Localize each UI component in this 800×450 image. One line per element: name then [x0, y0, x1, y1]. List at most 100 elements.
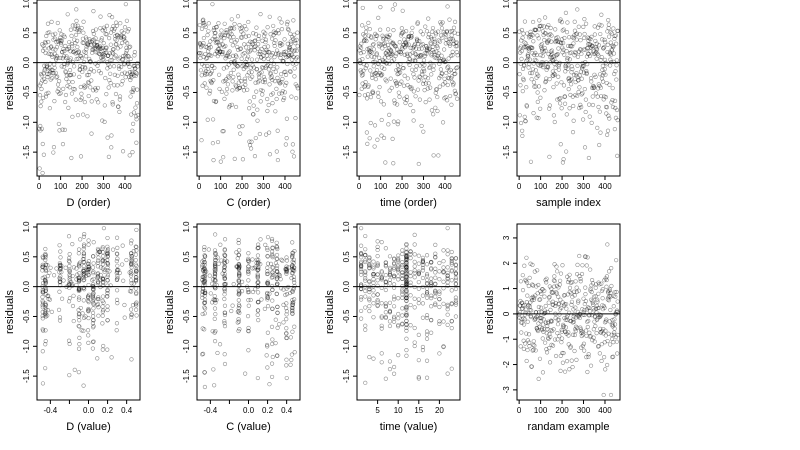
data-point	[40, 141, 45, 147]
data-point	[407, 56, 412, 61]
data-point	[553, 27, 558, 32]
data-point	[274, 276, 279, 281]
data-point	[96, 68, 102, 74]
data-point	[212, 316, 217, 321]
data-point	[446, 64, 451, 69]
data-point	[75, 23, 80, 28]
data-point	[269, 53, 274, 58]
x-tick-label: 15	[414, 406, 423, 415]
data-point	[226, 33, 231, 39]
data-point	[567, 106, 572, 111]
data-point	[530, 51, 535, 56]
data-point	[105, 265, 110, 270]
data-point	[400, 276, 405, 281]
data-point	[517, 113, 522, 118]
data-point	[548, 49, 554, 54]
data-point	[44, 65, 49, 70]
x-tick-label: 400	[438, 182, 452, 191]
data-point	[610, 317, 615, 323]
data-point	[270, 298, 275, 303]
data-point	[452, 68, 457, 73]
data-point	[47, 297, 52, 302]
data-point	[99, 38, 104, 43]
data-point	[106, 36, 112, 41]
data-point	[270, 354, 275, 360]
data-point	[432, 53, 437, 58]
data-point	[256, 260, 261, 266]
y-tick-label: -1.5	[22, 369, 31, 383]
data-point	[607, 51, 612, 56]
data-point	[369, 72, 375, 77]
data-point	[260, 65, 266, 71]
data-point	[573, 92, 578, 98]
data-point	[100, 321, 105, 326]
data-point	[587, 330, 592, 335]
data-point	[118, 35, 123, 40]
data-point	[527, 46, 532, 52]
data-point	[433, 289, 438, 294]
data-point	[422, 69, 427, 74]
data-point	[592, 85, 597, 90]
data-point	[130, 303, 136, 308]
data-point	[43, 288, 48, 294]
data-point	[119, 82, 124, 87]
data-point	[518, 83, 523, 88]
data-point	[135, 61, 140, 66]
data-point	[615, 299, 620, 304]
y-tick-label: -2	[502, 360, 511, 368]
data-point	[537, 324, 542, 330]
data-point	[453, 282, 458, 287]
data-point	[111, 47, 116, 52]
data-point	[289, 357, 294, 362]
data-point	[110, 100, 115, 105]
data-point	[270, 36, 275, 41]
data-point	[76, 26, 81, 31]
data-point	[553, 301, 558, 306]
data-point	[424, 329, 430, 334]
data-point	[290, 263, 295, 269]
data-point	[371, 266, 376, 271]
data-point	[359, 226, 364, 231]
data-point	[533, 27, 538, 32]
data-point	[116, 64, 122, 69]
data-point	[565, 274, 570, 279]
data-point	[82, 99, 87, 105]
data-point	[265, 271, 270, 277]
data-point	[392, 57, 397, 62]
data-point	[220, 52, 225, 57]
data-point	[610, 97, 615, 103]
data-point	[269, 236, 275, 242]
data-point	[53, 70, 58, 75]
data-point	[533, 50, 538, 55]
data-point	[568, 82, 574, 87]
data-point	[207, 88, 213, 94]
data-point	[205, 117, 210, 122]
data-point	[566, 62, 571, 68]
data-point	[86, 315, 91, 321]
data-point	[200, 20, 206, 26]
data-point	[208, 71, 214, 76]
data-point	[67, 341, 72, 346]
data-point	[425, 76, 431, 81]
data-point	[238, 26, 243, 31]
points-group	[517, 242, 620, 398]
data-point	[568, 43, 573, 49]
data-point	[131, 85, 136, 91]
data-point	[381, 135, 387, 141]
data-point	[255, 246, 260, 251]
data-point	[445, 252, 450, 257]
data-point	[562, 303, 567, 308]
data-point	[526, 332, 532, 337]
data-point	[520, 35, 525, 40]
data-point	[230, 88, 235, 93]
data-point	[207, 91, 212, 96]
data-point	[71, 265, 77, 270]
data-point	[612, 126, 617, 132]
data-point	[250, 289, 256, 295]
data-point	[115, 274, 120, 279]
data-point	[237, 272, 242, 277]
data-point	[232, 26, 237, 31]
data-point	[42, 46, 47, 51]
data-point	[444, 70, 449, 76]
data-point	[278, 43, 283, 48]
